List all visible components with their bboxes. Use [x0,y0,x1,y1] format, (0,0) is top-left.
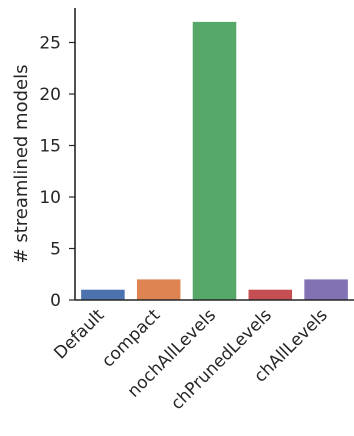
y-axis-ticks: 0 5 10 15 20 25 [39,34,75,311]
y-tick-label: 25 [39,34,61,54]
y-axis-label: # streamlined models [11,65,32,264]
x-tick-label: chPrunedLevels [167,305,276,414]
y-tick-label: 10 [39,188,61,208]
bar-chPrunedLevels [248,289,293,300]
bar-chAllLevels [304,279,348,300]
bar-Default [81,289,125,300]
y-tick-label: 15 [39,137,61,157]
y-tick-label: 20 [39,85,61,105]
bar-compact [136,279,181,300]
bars [81,21,348,301]
x-axis-ticks: DefaultcompactnochAllLevelschPrunedLevel… [50,305,331,414]
bar-nochAllLevels [192,21,237,301]
y-tick-label: 0 [50,291,61,311]
y-tick-label: 5 [50,240,61,260]
